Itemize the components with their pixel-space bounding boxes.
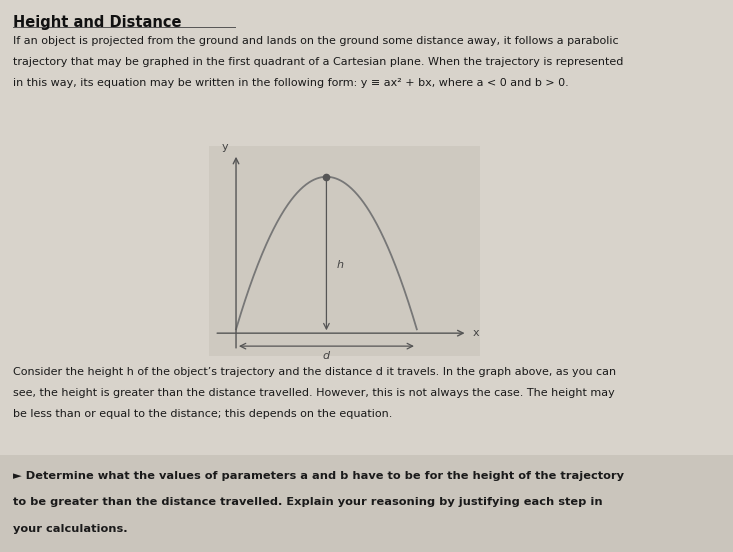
- Text: ► Determine what the values of parameters a and b have to be for the height of t: ► Determine what the values of parameter…: [13, 471, 625, 481]
- Text: in this way, its equation may be written in the following form: y ≡ ax² + bx, wh: in this way, its equation may be written…: [13, 78, 569, 88]
- Text: d: d: [323, 352, 330, 362]
- FancyBboxPatch shape: [0, 455, 733, 552]
- Text: be less than or equal to the distance; this depends on the equation.: be less than or equal to the distance; t…: [13, 409, 393, 419]
- Text: y: y: [222, 142, 229, 152]
- Text: x: x: [473, 328, 479, 338]
- Text: trajectory that may be graphed in the first quadrant of a Cartesian plane. When : trajectory that may be graphed in the fi…: [13, 57, 624, 67]
- Text: to be greater than the distance travelled. Explain your reasoning by justifying : to be greater than the distance travelle…: [13, 497, 603, 507]
- Text: Height and Distance: Height and Distance: [13, 15, 182, 30]
- Text: h: h: [336, 261, 343, 270]
- Text: Consider the height h of the object’s trajectory and the distance d it travels. : Consider the height h of the object’s tr…: [13, 367, 616, 377]
- Text: If an object is projected from the ground and lands on the ground some distance : If an object is projected from the groun…: [13, 36, 619, 46]
- FancyBboxPatch shape: [209, 146, 480, 356]
- Text: see, the height is greater than the distance travelled. However, this is not alw: see, the height is greater than the dist…: [13, 388, 615, 398]
- Text: your calculations.: your calculations.: [13, 524, 128, 534]
